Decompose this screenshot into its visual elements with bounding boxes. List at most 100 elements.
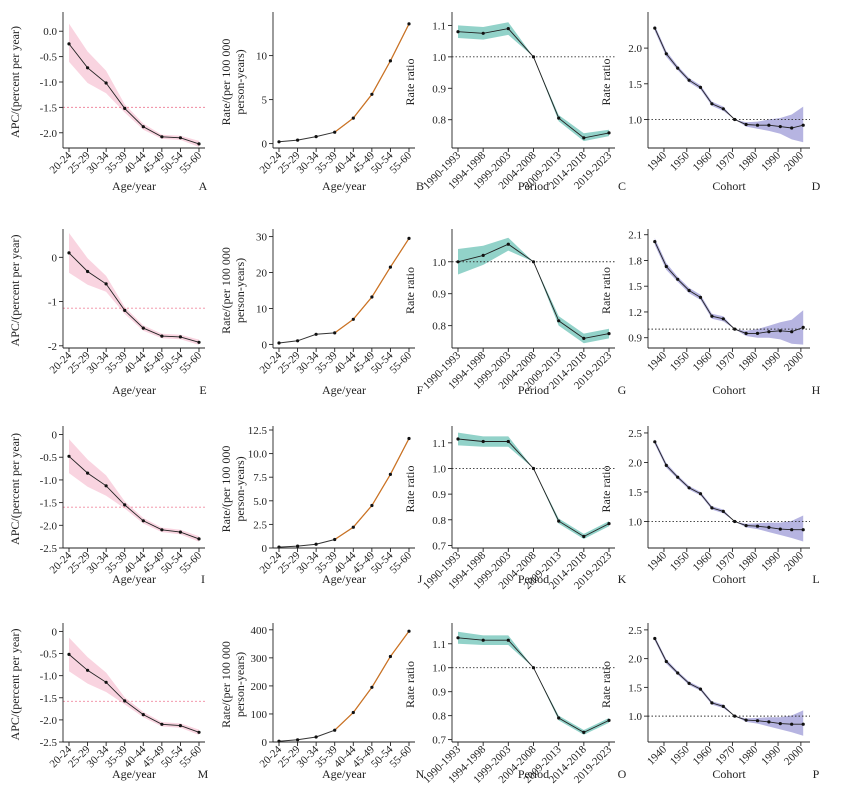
data-point xyxy=(67,652,71,657)
x-tick-label: 2000 xyxy=(782,743,806,767)
confidence-band xyxy=(69,23,199,148)
y-tick-label: 1.2 xyxy=(628,307,642,319)
data-point xyxy=(744,331,748,335)
data-point xyxy=(123,106,127,110)
y-tick-label: -1.5 xyxy=(40,498,58,510)
data-point xyxy=(778,125,782,129)
y-tick-label: 0.8 xyxy=(432,711,446,723)
data-point xyxy=(710,701,714,705)
data-point xyxy=(801,722,805,726)
y-tick-label: 200 xyxy=(251,681,268,693)
y-tick-label: -0.5 xyxy=(40,649,58,661)
data-point xyxy=(744,122,748,127)
y-axis-label: Rate ratio xyxy=(403,661,417,708)
data-point xyxy=(698,85,703,89)
data-point xyxy=(778,329,782,333)
panel-letter: O xyxy=(618,767,627,781)
y-tick-label: 0 xyxy=(262,339,268,351)
data-point xyxy=(676,277,680,281)
data-point xyxy=(790,126,794,130)
data-point xyxy=(123,699,127,703)
panel-letter: D xyxy=(812,179,821,193)
panel-n: 010020030040020-2425-2930-3435-3940-4445… xyxy=(219,623,425,781)
fitted-curve xyxy=(334,23,410,133)
series-line xyxy=(68,43,200,145)
x-tick-label: 2000 xyxy=(782,349,806,373)
data-point xyxy=(653,26,657,30)
y-tick-label: 2.0 xyxy=(628,43,642,55)
x-tick-label: 1950 xyxy=(668,743,692,767)
y-tick-label: -1.0 xyxy=(40,77,58,89)
data-point xyxy=(733,117,737,122)
y-tick-label: -0.5 xyxy=(40,452,58,464)
x-tick-label: 55-60 xyxy=(387,743,414,770)
panel-letter: E xyxy=(199,383,206,397)
data-point xyxy=(733,714,737,718)
data-point xyxy=(790,330,794,334)
y-tick-label: 12.5 xyxy=(248,425,268,437)
x-tick-label: 1950 xyxy=(668,549,692,573)
y-axis-label: Rate/(per 100 000 xyxy=(219,641,233,728)
y-axis-label: APC/(percent per year) xyxy=(8,235,22,347)
data-point xyxy=(141,125,145,129)
x-tick-label: 1960 xyxy=(691,549,715,573)
x-tick-label: 1970 xyxy=(714,549,738,573)
y-tick-label: -2.0 xyxy=(40,715,58,727)
data-point xyxy=(197,340,201,344)
y-tick-label: 0.9 xyxy=(432,687,446,699)
data-point xyxy=(531,260,536,264)
x-axis-label: Cohort xyxy=(712,572,746,586)
x-axis-label: Age/year xyxy=(112,179,156,193)
x-tick-label: 1990 xyxy=(759,149,783,173)
x-tick-label: 55-60 xyxy=(387,349,414,376)
y-axis-label: Rate ratio xyxy=(403,267,417,314)
panel-letter: N xyxy=(416,767,425,781)
x-tick-label: 1960 xyxy=(691,349,715,373)
data-point xyxy=(607,131,611,135)
y-tick-label: 2.0 xyxy=(628,457,642,469)
y-tick-label: 1.0 xyxy=(628,516,642,528)
x-tick-label: 1980 xyxy=(736,549,760,573)
panel-letter: H xyxy=(812,383,821,397)
data-point xyxy=(676,475,680,479)
data-point xyxy=(296,738,300,742)
data-point xyxy=(123,503,127,507)
data-point xyxy=(407,236,411,240)
data-point xyxy=(506,439,510,444)
data-point xyxy=(86,668,90,672)
data-point xyxy=(767,720,771,724)
data-point xyxy=(178,530,182,534)
data-point xyxy=(557,519,561,523)
data-point xyxy=(277,140,281,144)
y-axis-label: Rate ratio xyxy=(599,661,613,708)
data-point xyxy=(698,492,703,496)
x-tick-label: 1940 xyxy=(645,743,669,767)
y-tick-label: 0 xyxy=(262,737,268,749)
data-point xyxy=(370,685,374,689)
data-point xyxy=(801,528,805,532)
series-line xyxy=(278,630,410,742)
data-point xyxy=(721,107,725,111)
y-axis-label: Rate ratio xyxy=(403,466,417,513)
x-tick-label: 1970 xyxy=(714,743,738,767)
data-point xyxy=(676,66,680,70)
data-point xyxy=(481,638,485,642)
data-point xyxy=(277,341,281,345)
data-point xyxy=(160,135,164,139)
x-tick-label: 55-60 xyxy=(387,549,414,576)
series-line xyxy=(654,638,804,725)
panel-letter: F xyxy=(417,383,424,397)
y-tick-label: -2.5 xyxy=(40,543,58,555)
series-line xyxy=(654,241,804,334)
data-point xyxy=(778,722,782,726)
panel-a: 0.0-0.5-1.0-1.5-2.020-2425-2930-3435-394… xyxy=(8,12,208,193)
data-point xyxy=(653,440,657,444)
y-tick-label: 1.0 xyxy=(432,463,446,475)
y-tick-label: 2.1 xyxy=(628,230,642,242)
x-axis-label: Cohort xyxy=(712,383,746,397)
confidence-band xyxy=(458,432,609,539)
data-point xyxy=(481,439,485,444)
y-tick-label: 2.5 xyxy=(628,428,642,440)
data-point xyxy=(178,136,182,140)
y-tick-label: 2.5 xyxy=(628,625,642,637)
